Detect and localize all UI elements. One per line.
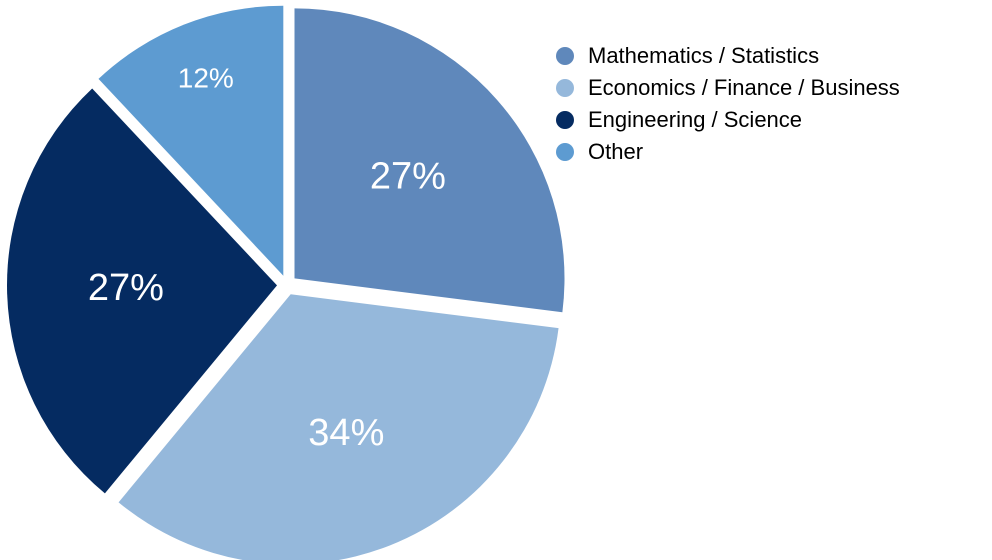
legend-item-other[interactable]: Other [556,136,900,168]
legend-item-economics-finance-business[interactable]: Economics / Finance / Business [556,72,900,104]
legend-item-mathematics-statistics[interactable]: Mathematics / Statistics [556,40,900,72]
pie-slice-labels: 27% 34% 27% 12% [88,62,446,454]
legend-swatch [556,79,574,97]
pie-slice-engineering-science[interactable] [7,88,278,494]
legend: Mathematics / Statistics Economics / Fin… [556,40,900,168]
legend-label: Other [588,139,644,164]
slice-label-engineering-science: 27% [88,267,164,309]
legend-item-engineering-science[interactable]: Engineering / Science [556,104,900,136]
legend-swatch [556,47,574,65]
legend-label: Engineering / Science [588,107,803,132]
pie-slice-other[interactable] [98,5,284,276]
pie-slice-mathematics-statistics[interactable] [294,8,565,313]
pie-slice-economics-finance-business[interactable] [118,294,559,560]
slice-label-other: 12% [178,62,234,93]
slice-label-mathematics-statistics: 27% [370,155,446,197]
legend-label: Economics / Finance / Business [588,75,900,100]
pie-slices [7,5,565,560]
legend-swatch [556,143,574,161]
legend-swatch [556,111,574,129]
legend-label: Mathematics / Statistics [588,43,820,68]
slice-label-economics-finance-business: 34% [308,412,384,454]
